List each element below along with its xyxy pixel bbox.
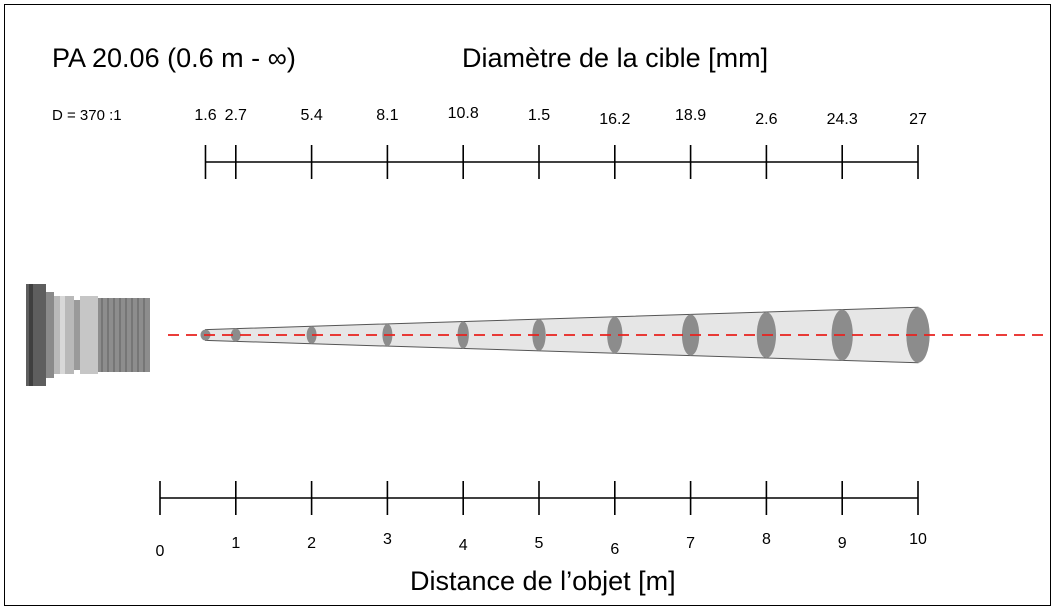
diameter-tick-label: 16.2: [599, 111, 631, 128]
spot-ellipse: [306, 326, 317, 344]
diameter-tick-label: 1.6: [194, 107, 217, 124]
spot-ellipse: [607, 316, 623, 354]
distance-tick-label: 6: [610, 541, 620, 558]
diameter-tick-label: 5.4: [300, 107, 323, 124]
sensor-lens-image: [26, 284, 150, 386]
diameter-tick-label: 24.3: [826, 111, 858, 128]
distance-tick-label: 7: [686, 535, 696, 552]
distance-tick-label: 5: [534, 535, 544, 552]
distance-tick-label: 8: [761, 531, 771, 548]
diameter-tick-label: 18.9: [675, 107, 707, 124]
distance-tick-label: 0: [155, 543, 165, 560]
distance-tick-label: 10: [909, 531, 927, 548]
distance-ratio-label: D = 370 :1: [52, 107, 122, 124]
diagram-frame: [4, 4, 1051, 606]
distance-tick-label: 3: [382, 531, 392, 548]
spot-ellipse: [230, 328, 241, 342]
distance-axis-title: Distance de l’objet [m]: [410, 566, 676, 596]
diameter-tick-label: 2.6: [755, 111, 778, 128]
distance-tick-label: 9: [837, 535, 847, 552]
distance-tick-label: 2: [307, 535, 317, 552]
diameter-tick-label: 27: [909, 111, 927, 128]
diameter-tick-label: 8.1: [376, 107, 399, 124]
model-title: PA 20.06 (0.6 m - ∞): [52, 43, 296, 73]
diameter-tick-label: 10.8: [447, 105, 479, 122]
diameter-tick-label: 1.5: [527, 107, 551, 124]
distance-tick-label: 4: [458, 537, 468, 554]
diameter-header: Diamètre de la cible [mm]: [462, 43, 769, 73]
spot-ellipse: [906, 307, 930, 363]
distance-tick-label: 1: [231, 535, 241, 552]
diameter-tick-label: 2.7: [224, 107, 247, 124]
